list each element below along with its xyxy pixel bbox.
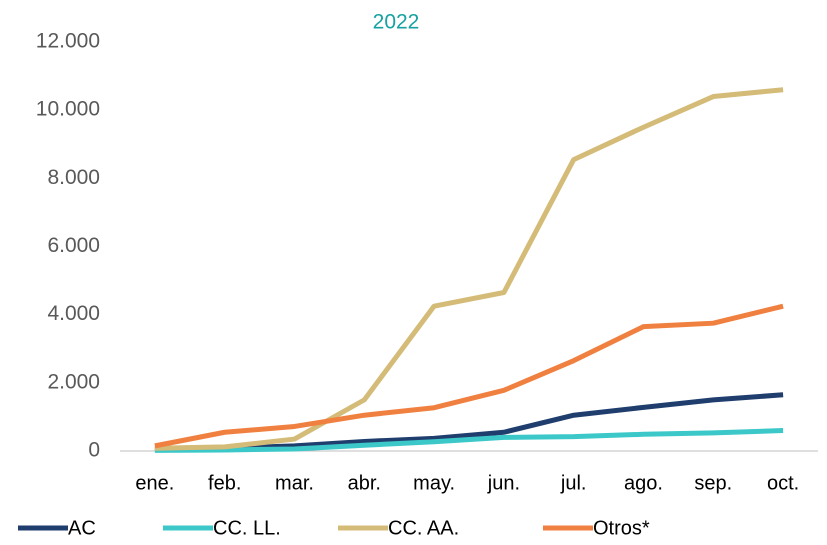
y-tick-label: 10.000 (36, 98, 100, 121)
y-tick-label: 12.000 (36, 30, 100, 53)
x-tick-label: sep. (694, 472, 732, 494)
y-tick-label: 0 (88, 439, 100, 462)
line-series (154, 87, 784, 451)
x-tick-label: ago. (624, 472, 663, 494)
y-tick-label: 6.000 (47, 234, 100, 257)
y-tick-label: 8.000 (47, 166, 100, 189)
y-tick-label: 2.000 (47, 370, 100, 393)
x-tick-label: ene. (135, 472, 174, 494)
x-tick-label: mar. (275, 472, 314, 494)
line-series (154, 303, 784, 449)
x-tick-label: may. (413, 472, 455, 494)
x-tick-label: jun. (487, 472, 520, 494)
x-tick-label: abr. (348, 472, 381, 494)
legend-label: CC. LL. (213, 517, 281, 539)
y-tick-label: 4.000 (47, 302, 100, 325)
x-tick-label: oct. (767, 472, 799, 494)
legend-label: CC. AA. (388, 517, 459, 539)
x-tick-label: feb. (208, 472, 241, 494)
x-tick-label: jul. (560, 472, 587, 494)
legend-label: Otros* (593, 517, 650, 539)
line-series (154, 428, 784, 453)
legend-label: AC (68, 517, 96, 539)
chart-title: 2022 (373, 11, 420, 34)
